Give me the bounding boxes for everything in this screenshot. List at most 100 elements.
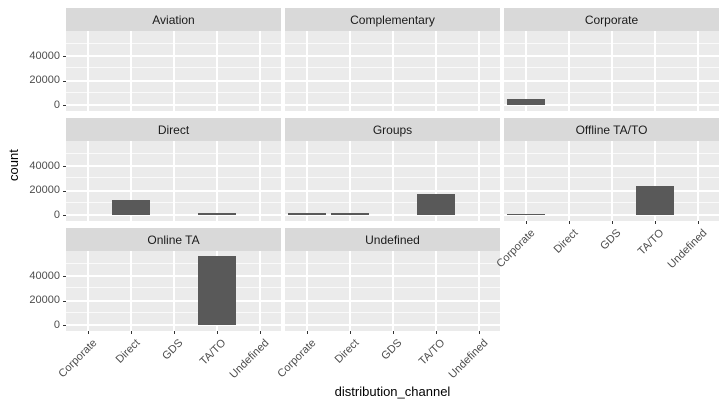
- facet-title: Groups: [372, 122, 413, 137]
- gridline-vertical: [434, 141, 437, 221]
- gridline-vertical: [129, 141, 132, 221]
- gridline-vertical: [348, 251, 351, 331]
- facet-strip: Complementary: [285, 8, 500, 31]
- y-tick-label: 20000: [29, 74, 60, 86]
- bar-ta-to: [416, 194, 455, 215]
- gridline-vertical: [653, 31, 656, 111]
- facet-online-ta: Online TA: [66, 228, 281, 331]
- gridline-vertical: [653, 141, 656, 221]
- gridline-vertical: [524, 31, 527, 111]
- facet-strip: Aviation: [66, 8, 281, 31]
- gridline-vertical: [172, 31, 175, 111]
- x-tick-label: Corporate: [55, 337, 99, 381]
- gridline-vertical: [258, 251, 261, 331]
- facet-strip: Corporate: [504, 8, 719, 31]
- gridline-vertical: [258, 141, 261, 221]
- facet-panel: [66, 251, 281, 331]
- gridline-vertical: [524, 141, 527, 221]
- gridline-vertical: [129, 251, 132, 331]
- x-tick-label: Corporate: [493, 227, 537, 271]
- gridline-vertical: [696, 141, 699, 221]
- facet-panel: [285, 31, 500, 111]
- gridline-vertical: [610, 31, 613, 111]
- x-tick-mark: [306, 331, 308, 334]
- facet-title: Offline TA/TO: [575, 122, 648, 137]
- y-tick-mark: [63, 276, 66, 277]
- x-tick-mark: [173, 331, 175, 334]
- gridline-vertical: [305, 251, 308, 331]
- gridline-vertical: [434, 31, 437, 111]
- bar-direct: [330, 213, 369, 215]
- facet-strip: Undefined: [285, 228, 500, 251]
- facet-strip: Groups: [285, 118, 500, 141]
- facet-complementary: Complementary: [285, 8, 500, 111]
- gridline-vertical: [258, 31, 261, 111]
- gridline-vertical: [172, 141, 175, 221]
- facet-groups: Groups: [285, 118, 500, 221]
- y-tick-label: 40000: [29, 269, 60, 282]
- gridline-vertical: [391, 251, 394, 331]
- y-tick-label: 0: [53, 318, 60, 331]
- facet-strip: Offline TA/TO: [504, 118, 719, 141]
- gridline-vertical: [434, 251, 437, 331]
- gridline-vertical: [477, 251, 480, 331]
- x-tick-label: Direct: [332, 337, 361, 366]
- y-tick-label: 40000: [29, 159, 60, 172]
- x-tick-label: TA/TO: [416, 337, 447, 368]
- facet-corporate: Corporate: [504, 8, 719, 111]
- x-tick-mark: [478, 331, 480, 334]
- gridline-vertical: [567, 31, 570, 111]
- y-tick-mark: [63, 105, 66, 106]
- x-tick-label: GDS: [378, 337, 404, 363]
- gridline-vertical: [348, 141, 351, 221]
- facet-title: Corporate: [584, 12, 639, 27]
- gridline-vertical: [305, 141, 308, 221]
- gridline-vertical: [477, 31, 480, 111]
- facet-panel: [504, 31, 719, 111]
- facet-direct: Direct: [66, 118, 281, 221]
- gridline-vertical: [391, 31, 394, 111]
- x-tick-label: TA/TO: [197, 337, 228, 368]
- gridline-vertical: [86, 31, 89, 111]
- facet-offline-ta-to: Offline TA/TO: [504, 118, 719, 221]
- gridline-vertical: [86, 251, 89, 331]
- y-tick-mark: [63, 215, 66, 216]
- facet-panel: [66, 31, 281, 111]
- bar-ta-to: [197, 213, 236, 215]
- y-tick-mark: [63, 190, 66, 192]
- x-tick-mark: [216, 331, 218, 334]
- x-tick-label: GDS: [597, 227, 623, 253]
- gridline-vertical: [215, 141, 218, 221]
- y-tick-label: 0: [53, 208, 60, 221]
- gridline-vertical: [86, 141, 89, 221]
- bar-corporate: [506, 99, 545, 105]
- y-tick-mark: [63, 325, 66, 326]
- y-tick-mark: [63, 166, 66, 167]
- x-tick-mark: [259, 331, 261, 334]
- gridline-vertical: [610, 141, 613, 221]
- x-tick-mark: [611, 221, 613, 224]
- facet-panel: [504, 141, 719, 221]
- gridline-vertical: [172, 251, 175, 331]
- x-tick-mark: [435, 331, 437, 334]
- x-tick-label: TA/TO: [635, 227, 666, 258]
- facet-panel: [285, 141, 500, 221]
- gridline-vertical: [129, 31, 132, 111]
- bar-corporate: [506, 214, 545, 215]
- x-tick-mark: [130, 331, 132, 334]
- y-tick-label: 40000: [29, 49, 60, 62]
- bar-ta-to: [635, 186, 674, 215]
- gridline-vertical: [305, 31, 308, 111]
- facet-undefined: Undefined: [285, 228, 500, 331]
- facet-title: Aviation: [152, 12, 195, 27]
- x-tick-label: Undefined: [446, 337, 490, 381]
- facet-panel: [66, 141, 281, 221]
- facet-strip: Online TA: [66, 228, 281, 251]
- x-axis-title: distribution_channel: [334, 384, 451, 399]
- y-tick-mark: [63, 80, 66, 82]
- x-tick-mark: [349, 331, 351, 334]
- facet-aviation: Aviation: [66, 8, 281, 111]
- y-tick-mark: [63, 300, 66, 302]
- x-tick-label: Undefined: [227, 337, 271, 381]
